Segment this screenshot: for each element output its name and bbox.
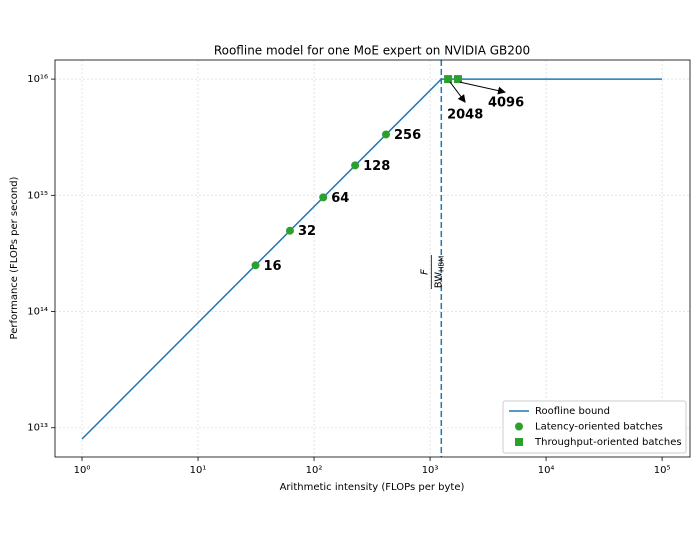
ridge-label-denominator: BWHBM bbox=[433, 256, 445, 289]
x-tick-label: 10¹ bbox=[190, 465, 207, 476]
chart-title: Roofline model for one MoE expert on NVI… bbox=[214, 44, 530, 58]
legend-square bbox=[515, 438, 523, 446]
point-label: 256 bbox=[394, 128, 421, 143]
y-axis-label: Performance (FLOPs per second) bbox=[9, 176, 20, 339]
y-tick-label: 10¹⁴ bbox=[27, 307, 48, 318]
x-tick-label: 10³ bbox=[422, 465, 439, 476]
throughput-point bbox=[453, 75, 462, 84]
point-label: 64 bbox=[331, 191, 349, 206]
point-label: 4096 bbox=[488, 96, 524, 111]
plot-area: 10⁰ 10¹ 10² 10³ 10⁴ 10⁵ 10¹³ 10¹⁴ 10¹⁵ 10¹⁶ F BWHBM… bbox=[27, 60, 690, 476]
y-tick-label: 10¹⁶ bbox=[27, 74, 48, 85]
legend-label: Roofline bound bbox=[535, 406, 610, 417]
y-tick-label: 10¹³ bbox=[27, 423, 48, 434]
latency-point bbox=[351, 161, 360, 170]
point-label: 16 bbox=[264, 259, 282, 274]
y-tick-label: 10¹⁵ bbox=[27, 190, 48, 201]
point-label: 2048 bbox=[447, 108, 483, 123]
latency-point bbox=[319, 193, 328, 202]
ridge-label: F BWHBM bbox=[419, 255, 445, 289]
legend-box bbox=[502, 400, 687, 454]
x-tick-label: 10² bbox=[306, 465, 323, 476]
x-axis-label: Arithmetic intensity (FLOPs per byte) bbox=[280, 482, 465, 493]
x-tick-label: 10⁴ bbox=[538, 465, 555, 476]
axes-frame bbox=[54, 59, 691, 458]
annotation-arrow bbox=[449, 81, 466, 103]
latency-point bbox=[381, 130, 390, 139]
legend-label: Latency-oriented batches bbox=[535, 422, 663, 433]
ridge-label-numerator: F bbox=[419, 269, 430, 275]
latency-point bbox=[251, 261, 260, 270]
legend-label: Throughput-oriented batches bbox=[534, 437, 682, 448]
subscript: HBM bbox=[437, 256, 445, 272]
annotation-arrow bbox=[459, 81, 506, 95]
legend-circle bbox=[515, 422, 523, 431]
latency-point bbox=[285, 226, 294, 235]
throughput-point bbox=[444, 75, 453, 84]
x-tick-label: 10⁰ bbox=[74, 465, 91, 476]
denominator: BW bbox=[433, 272, 444, 289]
roofline bbox=[81, 78, 663, 440]
x-tick-label: 10⁵ bbox=[654, 465, 671, 476]
point-label: 32 bbox=[298, 224, 316, 239]
point-label: 128 bbox=[363, 159, 390, 174]
